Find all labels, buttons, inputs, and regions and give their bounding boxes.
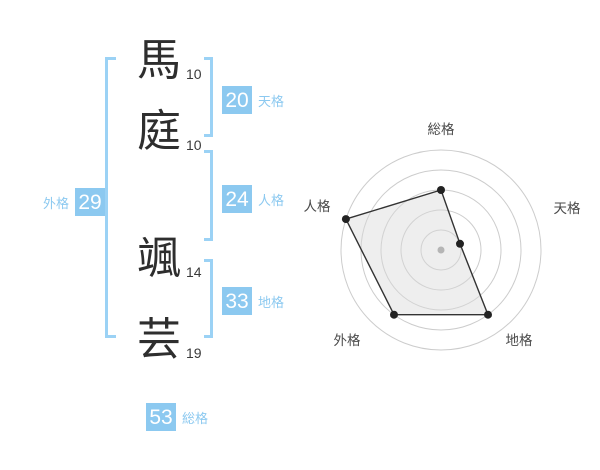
name-char-row: 颯 14 [137,237,202,281]
name-char: 芸 [137,315,181,364]
radar-axis-label: 天格 [554,201,582,216]
radar-grid-ring [420,229,462,271]
gaikaku-row: 外格 29 [43,188,106,216]
radar-data-point [484,310,492,319]
radar-grid-ring [340,149,542,351]
chikaku-label: 地格 [258,294,285,310]
soukaku-label: 総格 [182,410,209,426]
radar-axis-label: 人格 [304,199,331,214]
radar-center-dot [437,246,445,254]
chikaku-value-badge: 33 [222,287,252,315]
name-char-row: 馬 10 [137,39,202,83]
radar-axis-label: 外格 [334,333,361,348]
jinkaku-bracket [204,150,213,241]
radar-data-point [437,186,445,194]
stroke-count: 14 [186,264,202,280]
name-char-row: 庭 10 [137,110,202,154]
radar-data-point [390,310,398,319]
tenkaku-row: 20 天格 [222,86,284,114]
jinkaku-value-badge: 24 [222,185,252,213]
tenkaku-label: 天格 [258,93,285,109]
stroke-count: 10 [186,137,202,153]
soukaku-row: 53 総格 [146,403,208,431]
chikaku-row: 33 地格 [222,287,284,315]
radar-chart: 総格天格地格 外格 人格 [290,110,592,400]
radar-axis-label: 総格 [428,122,455,137]
radar-data-point [341,215,350,224]
radar-data-point [456,239,464,248]
chikaku-bracket [204,259,213,338]
soukaku-value-badge: 53 [146,403,176,431]
stroke-count: 19 [186,345,202,361]
name-char-row: 芸 19 [137,318,202,362]
name-char: 颯 [137,234,181,283]
radar-polygon [345,189,489,316]
radar-axis-label: 地格 [506,333,534,348]
name-char: 馬 [137,36,181,85]
jinkaku-row: 24 人格 [222,185,284,213]
gaikaku-label: 外格 [43,195,70,211]
tenkaku-value-badge: 20 [222,86,252,114]
gaikaku-bracket [105,57,116,338]
name-char: 庭 [137,107,181,156]
tenkaku-bracket [204,57,213,137]
gaikaku-value-badge: 29 [75,188,106,216]
radar-grid-ring [400,209,482,291]
stroke-count: 10 [186,66,202,82]
jinkaku-label: 人格 [258,192,285,208]
